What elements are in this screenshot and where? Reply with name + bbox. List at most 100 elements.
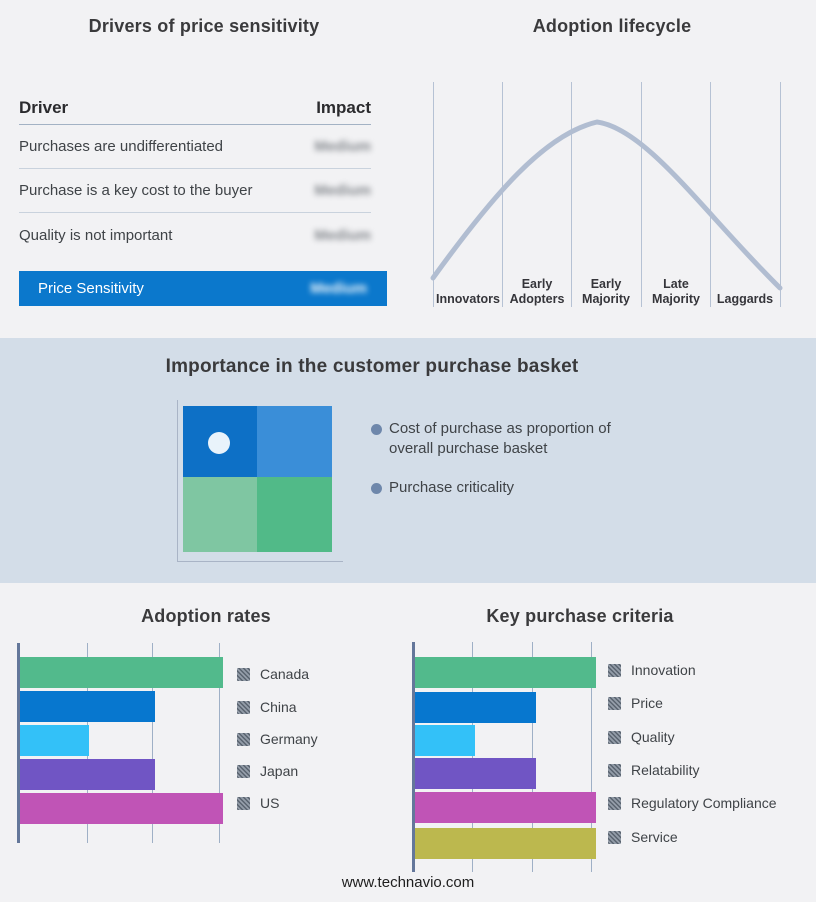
gridline	[641, 82, 642, 307]
gridline	[591, 642, 592, 872]
legend-label: Canada	[260, 666, 310, 682]
legend-label: China	[260, 699, 297, 715]
quadrant-bottom-right	[257, 477, 332, 552]
legend-swatch-icon	[608, 830, 621, 844]
purchase-basket-quadrant	[183, 406, 332, 552]
bar-japan	[20, 759, 155, 790]
price-drivers-title: Drivers of price sensitivity	[88, 16, 320, 36]
legend-swatch-icon	[608, 763, 621, 777]
legend-swatch-icon	[608, 796, 621, 810]
price-sensitivity-summary-row: Price Sensitivity Medium	[19, 271, 387, 306]
position-marker-dot	[208, 432, 230, 454]
quadrant-top-right	[257, 406, 332, 477]
legend-swatch-icon	[237, 796, 250, 810]
quadrant-bottom-left	[183, 477, 257, 552]
bullet-text: Cost of purchase as proportion of overal…	[389, 420, 611, 457]
table-row: Quality is not important Medium	[19, 213, 371, 257]
stage-label-laggards: Laggards	[716, 291, 774, 306]
bullet-icon	[371, 424, 382, 435]
table-row: Purchases are undifferentiated Medium	[19, 125, 371, 169]
table-row: Purchase is a key cost to the buyer Medi…	[19, 169, 371, 213]
column-header-impact: Impact	[316, 98, 371, 117]
legend-label: Quality	[631, 729, 675, 745]
impact-cell-blurred: Medium	[314, 182, 371, 199]
legend-swatch-icon	[237, 700, 250, 714]
legend-swatch-icon	[608, 696, 621, 710]
stage-label-innovators: Innovators	[436, 291, 500, 306]
y-axis	[412, 642, 415, 872]
gridline	[532, 642, 533, 872]
legend-item-regulatory-compliance: Regulatory Compliance	[608, 795, 777, 811]
bar-canada	[20, 657, 223, 688]
price-sensitivity-label: Price Sensitivity	[38, 280, 144, 297]
table-header-row: Driver Impact	[19, 93, 371, 125]
legend-item-price: Price	[608, 695, 663, 711]
legend-item-china: China	[237, 699, 297, 715]
legend-item-quality: Quality	[608, 729, 675, 745]
bullet-item: Purchase criticality	[371, 478, 645, 498]
legend-item-innovation: Innovation	[608, 662, 696, 678]
bar-quality	[415, 725, 476, 756]
legend-label: US	[260, 795, 280, 811]
gridline	[502, 82, 503, 307]
impact-cell-blurred: Medium	[314, 138, 371, 155]
quadrant-y-axis	[177, 400, 178, 562]
footer-url: www.technavio.com	[341, 874, 475, 891]
bar-innovation	[415, 657, 596, 688]
driver-cell: Purchase is a key cost to the buyer	[19, 182, 253, 199]
bar-germany	[20, 725, 90, 756]
bar-regulatory-compliance	[415, 792, 596, 823]
legend-swatch-icon	[237, 764, 250, 778]
adoption-rates-title: Adoption rates	[141, 606, 271, 626]
quadrant-x-axis	[177, 561, 343, 562]
stage-label-early-majority: Early Majority	[582, 277, 630, 306]
legend-swatch-icon	[608, 663, 621, 677]
driver-cell: Purchases are undifferentiated	[19, 138, 224, 155]
gridline	[780, 82, 781, 307]
legend-swatch-icon	[608, 730, 621, 744]
legend-swatch-icon	[237, 732, 250, 746]
legend-label: Regulatory Compliance	[631, 795, 777, 811]
purchase-basket-band	[0, 338, 816, 583]
bullet-text: Purchase criticality	[389, 479, 515, 496]
legend-swatch-icon	[237, 667, 250, 681]
purchase-basket-title: Importance in the customer purchase bask…	[165, 356, 579, 377]
adoption-rates-chart	[17, 643, 223, 843]
key-purchase-criteria-title: Key purchase criteria	[486, 606, 674, 626]
gridline	[472, 642, 473, 872]
legend-item-us: US	[237, 795, 279, 811]
price-sensitivity-impact-blurred: Medium	[310, 280, 367, 297]
gridline	[219, 643, 220, 843]
legend-label: Germany	[260, 731, 318, 747]
legend-item-japan: Japan	[237, 763, 298, 779]
adoption-lifecycle-title: Adoption lifecycle	[532, 16, 692, 36]
gridline	[152, 643, 153, 843]
legend-label: Service	[631, 829, 678, 845]
gridline	[433, 82, 434, 307]
bullet-icon	[371, 483, 382, 494]
bar-relatability	[415, 758, 536, 789]
column-header-driver: Driver	[19, 98, 69, 117]
legend-label: Price	[631, 695, 663, 711]
legend-item-relatability: Relatability	[608, 762, 699, 778]
driver-cell: Quality is not important	[19, 226, 173, 244]
price-drivers-table: Driver Impact Purchases are undifferenti…	[19, 93, 371, 257]
legend-item-germany: Germany	[237, 731, 318, 747]
gridline	[571, 82, 572, 307]
bar-china	[20, 691, 155, 722]
bar-us	[20, 793, 223, 824]
legend-label: Japan	[260, 763, 299, 779]
legend-item-canada: Canada	[237, 666, 309, 682]
bar-price	[415, 692, 536, 723]
bar-service	[415, 828, 596, 859]
legend-label: Innovation	[631, 662, 696, 678]
legend-item-service: Service	[608, 829, 678, 845]
stage-label-late-majority: Late Majority	[652, 277, 700, 306]
impact-cell-blurred: Medium	[314, 226, 371, 244]
y-axis	[17, 643, 20, 843]
legend-label: Relatability	[631, 762, 700, 778]
bullet-item: Cost of purchase as proportion of overal…	[371, 419, 645, 459]
lifecycle-curve	[430, 119, 783, 291]
stage-label-early-adopters: Early Adopters	[509, 277, 565, 306]
